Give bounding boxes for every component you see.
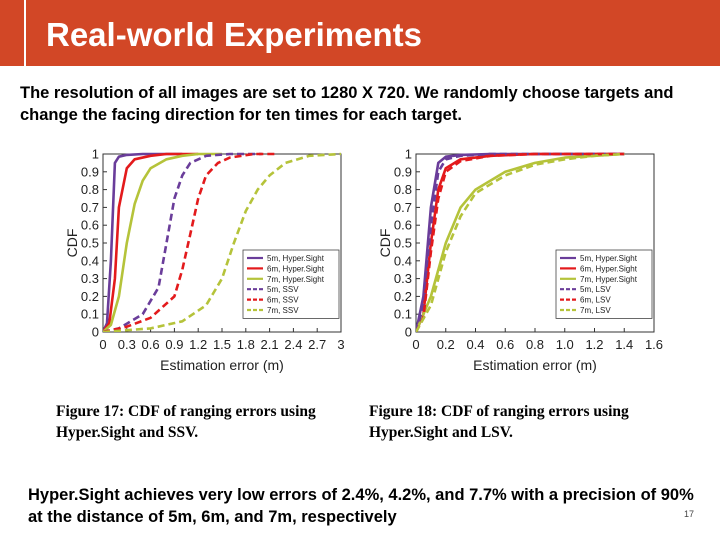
x-tick-label: 2.4 — [284, 337, 302, 352]
figure-17-caption: Figure 17: CDF of ranging errors using H… — [56, 403, 316, 441]
legend-label: 5m, LSV — [580, 285, 611, 294]
legend-label: 6m, SSV — [267, 296, 299, 305]
y-tick-label: 0.2 — [394, 289, 412, 304]
y-tick-label: 1 — [92, 147, 99, 162]
slide-title: Real-world Experiments — [46, 16, 422, 53]
cdf-chart-ssv: 00.10.20.30.40.50.60.70.80.910 0.3 0.6 0.9 1… — [64, 147, 345, 374]
legend-label: 7m, LSV — [580, 306, 611, 315]
y-tick-label: 0.6 — [394, 218, 412, 233]
x-tick-label: 1.2 — [189, 337, 207, 352]
legend-label: 6m, Hyper.Sight — [580, 264, 638, 273]
x-tick-label: 0 — [412, 337, 419, 352]
y-tick-label: 0.3 — [394, 271, 412, 286]
x-tick-label: 1.5 — [213, 337, 231, 352]
x-tick-label: 0.8 — [526, 337, 544, 352]
x-tick-label: 0.3 — [118, 337, 136, 352]
y-tick-label: 1 — [405, 147, 412, 162]
legend-label: 6m, LSV — [580, 296, 611, 305]
x-tick-label: 0.9 — [165, 337, 183, 352]
y-tick-label: 0.6 — [81, 218, 99, 233]
legend-label: 7m, Hyper.Sight — [580, 275, 638, 284]
y-tick-label: 0.4 — [394, 253, 412, 268]
y-tick-label: 0.8 — [394, 182, 412, 197]
y-tick-label: 0.1 — [81, 307, 99, 322]
figure-18-caption: Figure 18: CDF of ranging errors using H… — [369, 403, 629, 441]
legend-label: 7m, SSV — [267, 306, 299, 315]
y-tick-label: 0.7 — [394, 200, 412, 215]
series-line — [103, 152, 199, 332]
x-axis-label: Estimation error (m) — [160, 357, 284, 373]
series-line — [416, 152, 625, 332]
y-tick-label: 0.5 — [81, 236, 99, 251]
x-tick-label: 1.8 — [237, 337, 255, 352]
legend-label: 7m, Hyper.Sight — [267, 275, 325, 284]
x-tick-label: 1.0 — [556, 337, 574, 352]
legend-box — [555, 249, 653, 319]
x-tick-label: 0.6 — [496, 337, 514, 352]
y-tick-label: 0.3 — [81, 271, 99, 286]
y-tick-label: 0.9 — [394, 164, 412, 179]
x-tick-label: 0.2 — [437, 337, 455, 352]
y-tick-label: 0.5 — [394, 236, 412, 251]
summary-text: Hyper.Sight achieves very low errors of … — [28, 486, 694, 526]
page-number: 17 — [684, 509, 695, 519]
series-line — [103, 152, 183, 332]
series-line — [416, 152, 625, 332]
y-tick-label: 0 — [92, 325, 99, 340]
series-line — [416, 152, 625, 332]
y-tick-label: 0.7 — [81, 200, 99, 215]
y-tick-label: 0.4 — [81, 253, 99, 268]
title-bar — [0, 0, 720, 66]
x-tick-label: 0 — [99, 337, 106, 352]
y-tick-label: 0.8 — [81, 182, 99, 197]
cdf-chart-lsv: 00.10.20.30.40.50.60.70.80.910 0.2 0.4 0.6 0… — [377, 147, 663, 374]
x-tick-label: 1.4 — [615, 337, 633, 352]
x-tick-label: 0.4 — [466, 337, 484, 352]
series-line — [103, 152, 278, 332]
y-tick-label: 0.1 — [394, 307, 412, 322]
y-axis-label: CDF — [64, 229, 80, 258]
legend-box — [242, 249, 340, 319]
x-tick-label: 1.2 — [585, 337, 603, 352]
y-tick-label: 0 — [405, 325, 412, 340]
x-tick-label: 1.6 — [645, 337, 663, 352]
legend-label: 5m, Hyper.Sight — [267, 254, 325, 263]
x-tick-label: 2.1 — [261, 337, 279, 352]
series-line — [103, 152, 262, 332]
intro-text: The resolution of all images are set to … — [20, 84, 674, 124]
x-tick-label: 0.6 — [142, 337, 160, 352]
legend-label: 5m, Hyper.Sight — [580, 254, 638, 263]
legend-label: 6m, Hyper.Sight — [267, 264, 325, 273]
title-accent-line — [24, 0, 26, 66]
series-line — [103, 152, 222, 332]
legend-label: 5m, SSV — [267, 285, 299, 294]
x-tick-label: 2.7 — [308, 337, 326, 352]
series-line — [103, 152, 341, 332]
x-tick-label: 3 — [337, 337, 344, 352]
y-tick-label: 0.9 — [81, 164, 99, 179]
x-axis-label: Estimation error (m) — [473, 357, 597, 373]
y-axis-label: CDF — [377, 229, 393, 258]
y-tick-label: 0.2 — [81, 289, 99, 304]
series-line — [416, 152, 625, 332]
